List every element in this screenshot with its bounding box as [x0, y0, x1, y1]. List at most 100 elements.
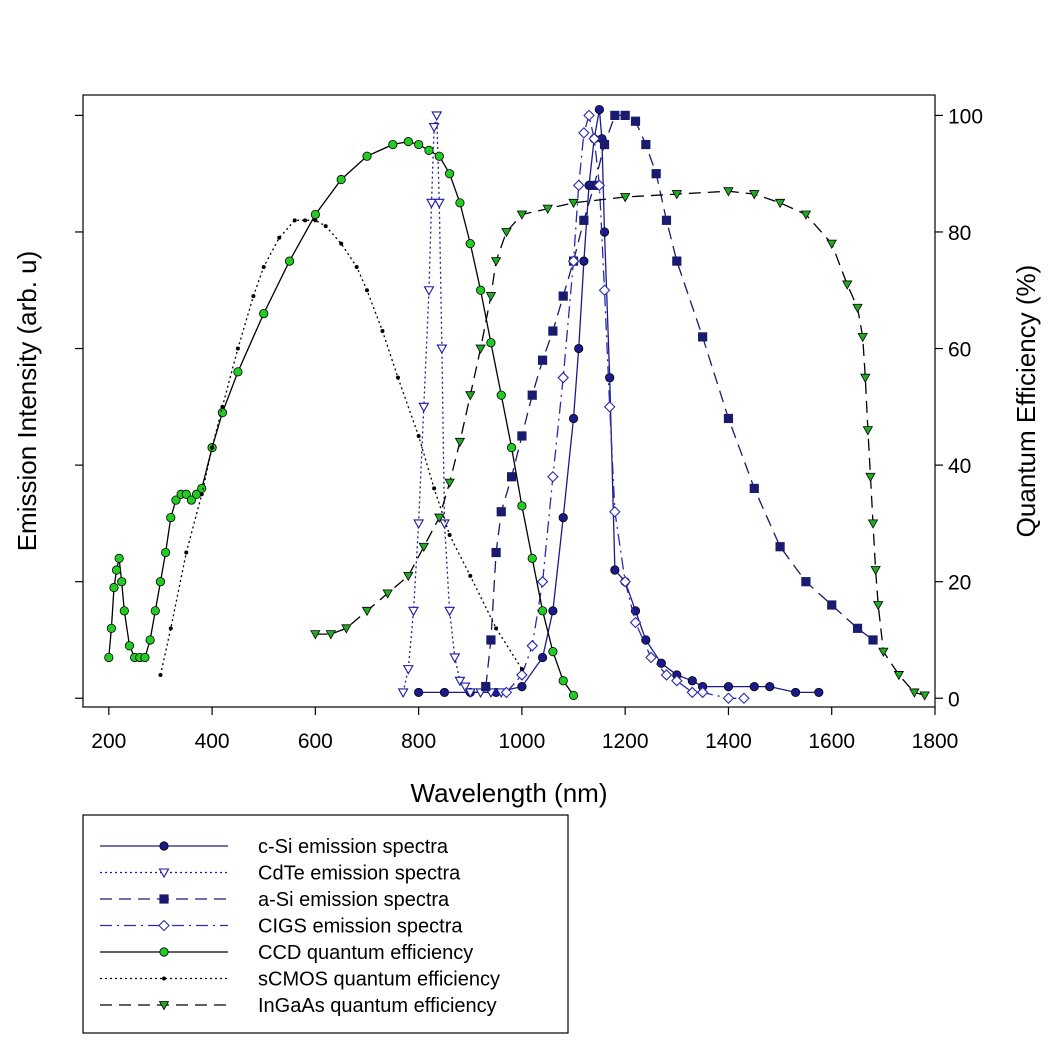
data-point: [568, 690, 579, 700]
y-right-tick-label: 0: [948, 688, 960, 711]
data-point: [341, 624, 352, 634]
data-point: [594, 104, 604, 115]
data-point: [660, 669, 673, 681]
x-tick-label: 1000: [499, 730, 546, 753]
data-point: [150, 606, 160, 616]
data-point: [233, 367, 243, 377]
x-tick-label: 600: [298, 730, 333, 753]
data-point: [323, 224, 328, 229]
data-point: [449, 653, 461, 664]
data-point: [464, 688, 476, 699]
data-point: [868, 635, 878, 645]
data-point: [124, 641, 135, 651]
data-point: [696, 686, 709, 699]
data-point: [588, 132, 600, 145]
data-point: [862, 426, 874, 436]
data-point: [641, 139, 651, 150]
data-point: [485, 292, 497, 302]
data-point: [852, 303, 863, 314]
data-point: [395, 375, 400, 380]
data-point: [860, 373, 871, 384]
data-point: [526, 640, 539, 652]
data-point: [548, 606, 558, 616]
data-point: [775, 542, 785, 552]
x-tick-label: 400: [195, 730, 230, 753]
data-point: [599, 139, 610, 150]
data-point: [548, 647, 558, 657]
data-point: [609, 505, 621, 518]
data-point: [439, 519, 450, 530]
legend-marker: [158, 919, 170, 932]
y-right-tick-label: 40: [948, 455, 971, 478]
data-point: [445, 169, 455, 179]
data-point: [619, 193, 631, 203]
legend: c-Si emission spectra CdTe emission spect…: [100, 836, 500, 1017]
data-point: [447, 533, 452, 538]
data-point: [603, 401, 616, 413]
x-axis: 200 400 600 800 1000 1200 1400 1600 1800: [91, 707, 958, 753]
data-point: [517, 501, 527, 511]
data-point: [468, 573, 473, 578]
y-axis-left: [75, 114, 83, 699]
data-point: [424, 145, 434, 155]
data-point: [842, 280, 853, 290]
data-point: [698, 332, 708, 342]
data-point: [459, 682, 471, 693]
data-point: [361, 606, 373, 617]
data-point: [567, 255, 580, 267]
data-point: [251, 294, 256, 299]
data-point: [774, 198, 786, 209]
data-point: [354, 264, 359, 269]
data-point: [413, 519, 425, 530]
data-point: [506, 443, 517, 453]
data-point: [517, 431, 527, 441]
data-point: [277, 235, 282, 240]
data-point: [418, 402, 430, 413]
data-point: [749, 681, 759, 692]
data-point: [610, 110, 620, 120]
data-point: [878, 647, 889, 657]
data-point: [893, 671, 905, 681]
series-line: [108, 140, 575, 696]
data-point: [579, 256, 589, 266]
data-point: [800, 210, 812, 220]
data-point: [181, 489, 191, 499]
data-point: [765, 681, 775, 692]
y-right-tick-label: 60: [948, 339, 971, 362]
data-point: [106, 623, 117, 633]
data-point: [414, 687, 424, 698]
series-6: [310, 187, 930, 701]
data-point: [292, 218, 297, 223]
data-point: [598, 284, 611, 297]
data-point: [620, 110, 630, 120]
data-point: [500, 686, 513, 699]
legend-label: CdTe emission spectra: [258, 863, 461, 885]
data-point: [284, 256, 295, 266]
data-point: [475, 285, 486, 295]
legend-label: CIGS emission spectra: [258, 916, 463, 938]
data-point: [104, 652, 114, 663]
data-point: [114, 553, 124, 563]
series-layer: [104, 104, 930, 705]
data-point: [547, 470, 559, 483]
data-point: [117, 577, 127, 587]
y-right-tick-label: 100: [948, 105, 983, 128]
legend-marker: [158, 868, 170, 879]
data-point: [723, 187, 734, 197]
data-point: [380, 329, 385, 334]
data-point: [433, 198, 445, 209]
data-point: [519, 667, 524, 672]
data-point: [496, 390, 506, 400]
x-tick-label: 1400: [705, 730, 752, 753]
data-point: [402, 665, 414, 675]
data-point: [403, 571, 414, 582]
data-point: [630, 116, 641, 126]
data-point: [619, 575, 631, 588]
data-point: [403, 137, 413, 147]
data-point: [436, 344, 448, 355]
data-point: [579, 215, 589, 225]
y-axis-right-label: Quantum Efficiency (%): [1011, 265, 1041, 538]
data-point: [506, 472, 517, 482]
y-axis-right: 0 20 40 60 80 100: [935, 105, 983, 711]
